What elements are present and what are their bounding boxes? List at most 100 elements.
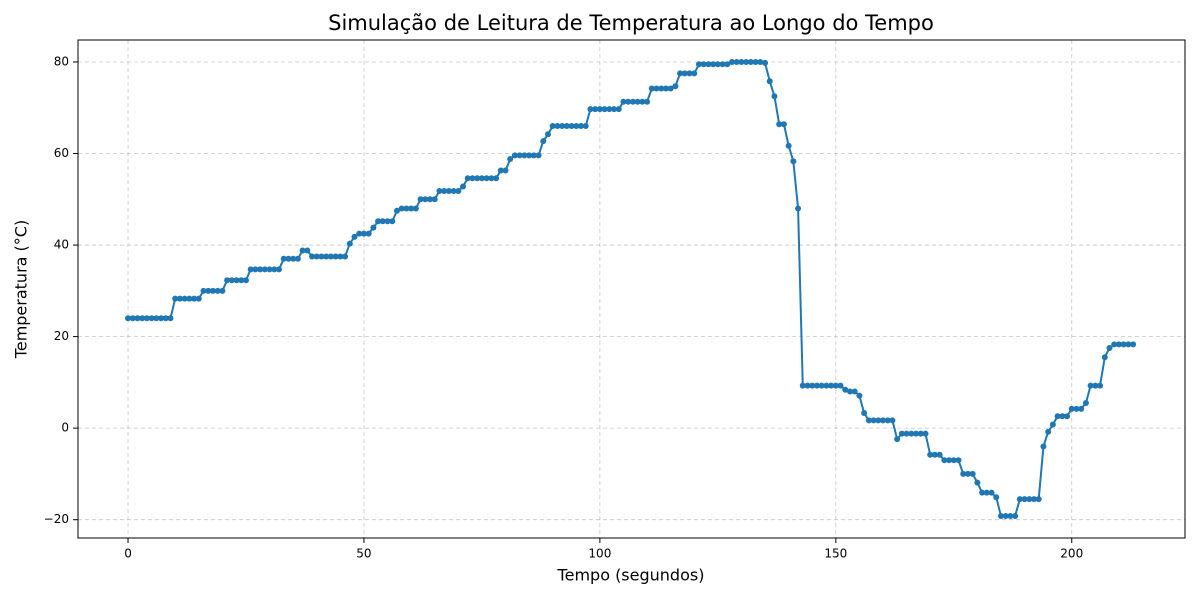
data-point — [931, 451, 938, 458]
data-point — [252, 266, 259, 273]
data-point — [398, 205, 405, 212]
data-point — [983, 489, 990, 496]
data-point — [526, 152, 533, 159]
data-point — [238, 277, 245, 284]
data-point — [195, 295, 202, 302]
data-point — [724, 61, 731, 68]
data-point — [979, 489, 986, 496]
data-point — [1016, 496, 1023, 503]
data-point — [658, 85, 665, 92]
data-point — [898, 430, 905, 437]
data-point — [1026, 496, 1033, 503]
data-point — [596, 106, 603, 113]
data-point — [922, 430, 929, 437]
data-point — [450, 188, 457, 195]
x-tick-label: 200 — [1060, 547, 1083, 561]
data-point — [478, 175, 485, 182]
data-point — [563, 123, 570, 130]
y-tick-label: −20 — [44, 512, 69, 526]
data-point — [488, 175, 495, 182]
data-point — [625, 98, 632, 105]
data-point — [393, 207, 400, 214]
data-point — [870, 417, 877, 424]
data-point — [974, 479, 981, 486]
data-point — [129, 315, 136, 322]
data-point — [634, 98, 641, 105]
data-point — [799, 382, 806, 389]
data-point — [290, 255, 297, 262]
y-tick-label: 0 — [61, 421, 69, 435]
data-point — [181, 295, 188, 302]
data-point — [828, 382, 835, 389]
data-point — [780, 121, 787, 128]
data-line — [128, 60, 1134, 518]
data-point — [242, 277, 249, 284]
data-point — [318, 253, 325, 260]
data-point — [422, 196, 429, 203]
data-point — [573, 123, 580, 130]
data-point — [1092, 382, 1099, 389]
data-point — [266, 266, 273, 273]
data-point — [1045, 428, 1052, 435]
data-point — [1049, 421, 1056, 428]
data-point — [913, 430, 920, 437]
data-point — [1059, 413, 1066, 420]
data-point — [1064, 413, 1071, 420]
y-tick-label: 20 — [54, 329, 69, 343]
data-point — [695, 61, 702, 68]
data-point — [1082, 399, 1089, 406]
data-point — [544, 131, 551, 138]
data-point — [884, 417, 891, 424]
data-point — [813, 382, 820, 389]
data-point — [771, 93, 778, 100]
data-point — [861, 410, 868, 417]
data-point — [714, 61, 721, 68]
data-point — [653, 85, 660, 92]
data-point — [530, 152, 537, 159]
data-point — [389, 218, 396, 225]
data-point — [271, 266, 278, 273]
data-point — [1106, 345, 1113, 352]
data-point — [790, 158, 797, 165]
data-point — [540, 138, 547, 145]
data-point — [700, 61, 707, 68]
data-point — [837, 382, 844, 389]
data-point — [200, 287, 207, 294]
data-point — [662, 85, 669, 92]
data-point — [365, 230, 372, 237]
data-point — [1068, 405, 1075, 412]
data-point — [903, 430, 910, 437]
data-point — [681, 70, 688, 77]
data-point — [233, 277, 240, 284]
data-point — [1111, 341, 1118, 348]
data-point — [823, 382, 830, 389]
data-point — [582, 123, 589, 130]
data-point — [493, 175, 500, 182]
data-point — [417, 196, 424, 203]
data-point — [134, 315, 141, 322]
data-point — [412, 205, 419, 212]
data-point — [776, 121, 783, 128]
data-point — [554, 123, 561, 130]
data-point — [644, 98, 651, 105]
data-point — [441, 188, 448, 195]
data-point — [762, 59, 769, 66]
data-point — [606, 106, 613, 113]
data-point — [309, 253, 316, 260]
data-point — [578, 123, 585, 130]
data-point — [894, 436, 901, 443]
x-axis-label: Tempo (segundos) — [557, 566, 705, 585]
data-point — [219, 287, 226, 294]
data-point — [427, 196, 434, 203]
data-point — [865, 417, 872, 424]
data-point — [408, 205, 415, 212]
data-point — [1130, 341, 1137, 348]
data-point — [927, 451, 934, 458]
data-point — [370, 224, 377, 231]
data-point — [1040, 443, 1047, 450]
data-point — [158, 315, 165, 322]
data-point — [757, 58, 764, 65]
data-point — [511, 152, 518, 159]
data-point — [1078, 405, 1085, 412]
data-point — [1101, 354, 1108, 361]
